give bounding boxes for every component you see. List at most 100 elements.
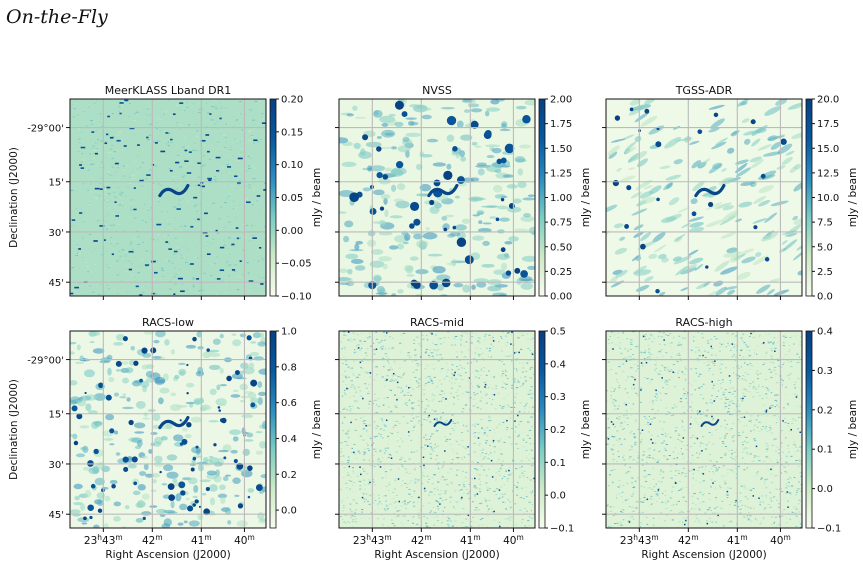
extended-source bbox=[694, 183, 726, 198]
map-image bbox=[339, 331, 535, 528]
panel-title: MeerKLASS Lband DR1 bbox=[105, 84, 232, 97]
colorbar-tick-label: 5.0 bbox=[817, 242, 833, 253]
colorbar-tick-label: 0.0 bbox=[281, 506, 297, 517]
x-axis-label: Right Ascension (J2000) bbox=[374, 549, 499, 561]
colorbar-tick-label: 0.1 bbox=[817, 445, 833, 456]
colorbar-tick-label: −0.10 bbox=[281, 292, 312, 303]
colorbar-label: mJy / beam bbox=[847, 400, 859, 460]
x-tick-label: 40m bbox=[770, 533, 791, 547]
extended-source bbox=[433, 418, 453, 427]
colorbar-tick-label: 7.5 bbox=[817, 218, 833, 229]
y-tick-label: -29°00' bbox=[27, 356, 64, 367]
axes-frame bbox=[69, 98, 267, 297]
colorbar-tick-label: 0.75 bbox=[550, 218, 572, 229]
x-axis-label: Right Ascension (J2000) bbox=[105, 549, 230, 561]
y-tick-label: -29°00' bbox=[27, 124, 64, 135]
panel-title: TGSS-ADR bbox=[675, 84, 733, 97]
colorbar-tick-label: 0.15 bbox=[281, 127, 303, 138]
y-axis-label: Declination (J2000) bbox=[8, 379, 20, 480]
panel-title: NVSS bbox=[422, 84, 452, 97]
colorbar-tick-label: 0.2 bbox=[817, 405, 833, 416]
colorbar-tick-label: 1.50 bbox=[550, 144, 572, 155]
colorbar bbox=[269, 330, 277, 529]
x-tick-label: 42m bbox=[678, 533, 699, 547]
colorbar-tick-label: 2.5 bbox=[817, 267, 833, 278]
x-tick-label: 41m bbox=[727, 533, 748, 547]
x-axis-label: Right Ascension (J2000) bbox=[641, 549, 766, 561]
page-heading: On-the-Fly bbox=[6, 6, 108, 28]
axes-frame bbox=[605, 98, 803, 297]
colorbar-label: mJy / beam bbox=[847, 168, 859, 228]
colorbar-tick-label: −0.1 bbox=[817, 524, 841, 535]
x-tick-label: 42m bbox=[411, 533, 432, 547]
panel-3: TGSS-ADR 20.0 17.5 15.0 12.5 10.0 7.5 5.0 2.5 0.0… bbox=[602, 84, 859, 303]
map-image bbox=[70, 99, 266, 296]
map-image bbox=[606, 99, 802, 296]
panel-1: MeerKLASS Lband DR1 -29°00' 15' 30' 45' Decli… bbox=[8, 84, 323, 303]
colorbar-tick-label: 2.00 bbox=[550, 95, 572, 106]
colorbar-tick-label: 20.0 bbox=[817, 95, 839, 106]
y-tick-label: 45' bbox=[49, 278, 64, 289]
axes-frame bbox=[338, 98, 536, 297]
colorbar-label: mJy / beam bbox=[580, 168, 592, 228]
colorbar-tick-label: 0.4 bbox=[817, 327, 833, 338]
map-image bbox=[70, 331, 266, 528]
colorbar-tick-label: 1.0 bbox=[281, 327, 297, 338]
y-tick-label: 30' bbox=[49, 228, 64, 239]
colorbar-label: mJy / beam bbox=[311, 168, 323, 228]
colorbar-tick-label: 0.50 bbox=[550, 242, 572, 253]
colorbar-tick-label: 1.75 bbox=[550, 119, 572, 130]
colorbar-tick-label: 0.3 bbox=[550, 392, 566, 403]
axes-frame bbox=[69, 330, 267, 529]
y-tick-label: 15' bbox=[49, 410, 64, 421]
colorbar-tick-label: 17.5 bbox=[817, 119, 839, 130]
colorbar-tick-label: 0.20 bbox=[281, 95, 303, 106]
colorbar-tick-label: 10.0 bbox=[817, 193, 839, 204]
map-background bbox=[70, 99, 266, 296]
colorbar bbox=[269, 98, 277, 297]
panel-5: RACS-mid 23h43m 42m 41m 40m Right Ascension (… bbox=[335, 316, 592, 561]
axes-frame bbox=[605, 330, 803, 529]
colorbar-tick-label: 0.0 bbox=[817, 484, 833, 495]
colorbar-tick-label: 0.4 bbox=[550, 359, 566, 370]
x-tick-label: 40m bbox=[234, 533, 255, 547]
panel-title: RACS-mid bbox=[410, 316, 464, 329]
panel-title: RACS-high bbox=[675, 316, 732, 329]
colorbar-tick-label: 0.8 bbox=[281, 362, 297, 373]
y-axis-label: Declination (J2000) bbox=[8, 147, 20, 248]
map-image bbox=[606, 331, 802, 528]
colorbar-tick-label: 0.25 bbox=[550, 267, 572, 278]
panel-title: RACS-low bbox=[142, 316, 194, 329]
x-tick-label: 41m bbox=[460, 533, 481, 547]
x-tick-label: 42m bbox=[142, 533, 163, 547]
colorbar-label: mJy / beam bbox=[311, 400, 323, 460]
x-tick-label: 23h43m bbox=[84, 533, 123, 547]
colorbar-tick-label: 0.5 bbox=[550, 327, 566, 338]
panel-6: RACS-high 23h43m 42m 41m 40m Right Ascension … bbox=[602, 316, 859, 561]
y-tick-label: 15' bbox=[49, 178, 64, 189]
map-background bbox=[606, 331, 802, 528]
colorbar-tick-label: 0.00 bbox=[281, 226, 303, 237]
y-tick-label: 30' bbox=[49, 460, 64, 471]
colorbar-tick-label: 0.4 bbox=[281, 434, 297, 445]
colorbar-tick-label: 15.0 bbox=[817, 144, 839, 155]
extended-source bbox=[700, 418, 720, 427]
map-background bbox=[606, 99, 802, 296]
colorbar-tick-label: 1.00 bbox=[550, 193, 572, 204]
colorbar-tick-label: 0.10 bbox=[281, 160, 303, 171]
axes-frame bbox=[338, 330, 536, 529]
colorbar bbox=[805, 330, 813, 529]
colorbar-label: mJy / beam bbox=[580, 400, 592, 460]
y-tick-label: 45' bbox=[49, 510, 64, 521]
colorbar bbox=[538, 98, 546, 297]
x-tick-label: 40m bbox=[503, 533, 524, 547]
colorbar bbox=[805, 98, 813, 297]
colorbar-tick-label: 0.00 bbox=[550, 292, 572, 303]
colorbar-tick-label: 0.2 bbox=[550, 425, 566, 436]
colorbar-tick-label: 0.0 bbox=[550, 491, 566, 502]
colorbar-tick-label: 0.3 bbox=[817, 366, 833, 377]
x-tick-label: 23h43m bbox=[353, 533, 392, 547]
colorbar-tick-label: 0.05 bbox=[281, 193, 303, 204]
panel-4: RACS-low -29°00' 15' 30' 45' Declination (J20… bbox=[8, 316, 323, 561]
